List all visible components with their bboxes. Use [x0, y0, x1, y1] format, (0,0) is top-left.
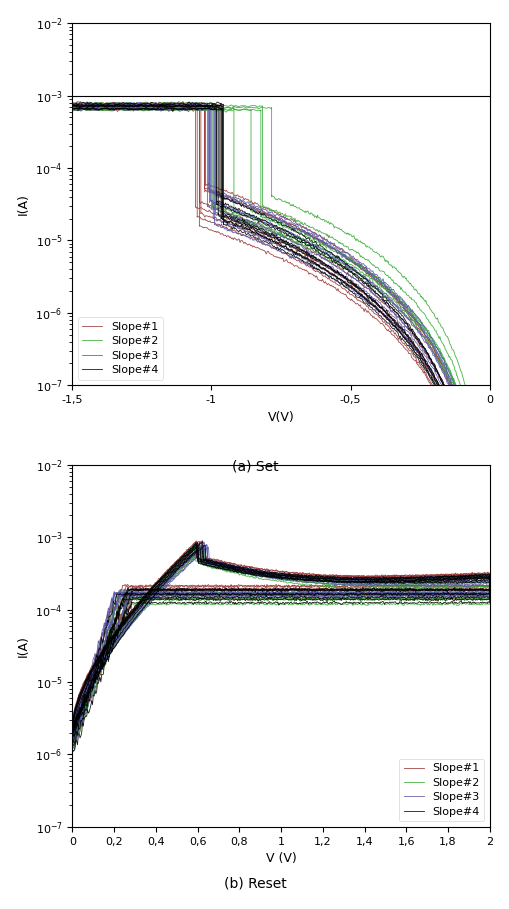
Slope#3: [148, 101, 154, 112]
Slope#3: [98, 99, 104, 110]
Slope#2: [472, 452, 478, 463]
Slope#4: [71, 723, 77, 734]
Slope#4: [460, 452, 466, 463]
Slope#2: [155, 581, 161, 592]
Slope#1: [485, 452, 491, 463]
Slope#1: [456, 446, 462, 457]
Line: Slope#4: Slope#4: [73, 545, 489, 728]
Text: (a) Set: (a) Set: [231, 459, 278, 473]
Slope#1: [175, 98, 181, 109]
Slope#1: [437, 573, 443, 584]
Slope#4: [330, 592, 336, 603]
Slope#3: [330, 591, 336, 602]
Slope#2: [168, 105, 175, 116]
Slope#4: [201, 540, 207, 551]
Slope#2: [443, 358, 449, 369]
Slope#3: [69, 100, 75, 111]
Slope#3: [70, 726, 76, 737]
Slope#4: [459, 447, 465, 458]
Slope#1: [70, 727, 76, 738]
Slope#3: [192, 540, 198, 551]
Slope#2: [485, 452, 491, 463]
Slope#1: [434, 392, 440, 403]
Slope#2: [73, 732, 79, 743]
Slope#1: [211, 226, 217, 237]
Slope#1: [69, 100, 75, 111]
Line: Slope#2: Slope#2: [72, 108, 488, 457]
Y-axis label: I(A): I(A): [17, 194, 30, 215]
Slope#2: [252, 586, 259, 597]
Slope#4: [155, 582, 161, 593]
Slope#4: [408, 575, 414, 586]
Slope#3: [225, 224, 232, 235]
Slope#1: [138, 100, 144, 111]
Slope#4: [252, 593, 259, 604]
Slope#4: [437, 574, 443, 585]
Slope#4: [485, 452, 491, 463]
Slope#3: [462, 452, 468, 463]
Slope#2: [216, 105, 222, 115]
Line: Slope#3: Slope#3: [72, 105, 488, 457]
Legend: Slope#1, Slope#2, Slope#3, Slope#4: Slope#1, Slope#2, Slope#3, Slope#4: [398, 759, 483, 821]
Slope#3: [238, 591, 244, 602]
Line: Slope#2: Slope#2: [73, 547, 489, 737]
Slope#3: [485, 452, 491, 463]
Slope#2: [330, 585, 336, 596]
Slope#3: [186, 99, 192, 110]
X-axis label: V (V): V (V): [265, 852, 296, 865]
Slope#4: [69, 103, 75, 114]
Slope#1: [193, 535, 200, 546]
Slope#3: [223, 223, 229, 234]
Slope#4: [238, 593, 244, 604]
Legend: Slope#1, Slope#2, Slope#3, Slope#4: Slope#1, Slope#2, Slope#3, Slope#4: [78, 317, 163, 380]
Slope#2: [238, 587, 244, 598]
Slope#3: [437, 580, 443, 591]
Y-axis label: I(A): I(A): [17, 634, 30, 656]
Slope#2: [70, 731, 76, 742]
Slope#3: [437, 385, 443, 395]
Slope#1: [209, 225, 215, 235]
Slope#2: [258, 211, 264, 222]
Slope#4: [233, 212, 239, 223]
Slope#3: [70, 731, 76, 742]
Text: (b) Reset: (b) Reset: [223, 877, 286, 891]
Slope#4: [70, 713, 76, 724]
Slope#1: [155, 573, 161, 584]
Slope#1: [330, 589, 336, 600]
Line: Slope#1: Slope#1: [72, 104, 488, 457]
Slope#2: [437, 574, 443, 584]
Slope#4: [184, 102, 190, 113]
Slope#4: [70, 719, 76, 730]
Slope#3: [458, 438, 464, 449]
Slope#1: [70, 721, 76, 732]
Slope#2: [69, 105, 75, 115]
Slope#1: [458, 452, 464, 463]
Slope#3: [155, 579, 161, 590]
Line: Slope#4: Slope#4: [72, 107, 488, 457]
Slope#4: [192, 103, 198, 114]
X-axis label: V(V): V(V): [267, 411, 294, 424]
Slope#4: [438, 389, 444, 400]
Slope#2: [408, 574, 414, 585]
Slope#3: [71, 735, 77, 746]
Slope#3: [408, 580, 414, 591]
Slope#4: [151, 105, 157, 115]
Slope#2: [70, 727, 76, 738]
Slope#2: [194, 542, 201, 553]
Line: Slope#3: Slope#3: [73, 545, 489, 741]
Slope#1: [238, 588, 244, 599]
Slope#4: [230, 212, 236, 223]
Slope#2: [461, 408, 467, 419]
Slope#1: [172, 99, 178, 110]
Slope#1: [408, 574, 414, 584]
Slope#3: [252, 592, 259, 603]
Slope#1: [252, 588, 259, 599]
Slope#2: [80, 103, 87, 114]
Slope#2: [260, 211, 266, 222]
Line: Slope#1: Slope#1: [73, 541, 489, 733]
